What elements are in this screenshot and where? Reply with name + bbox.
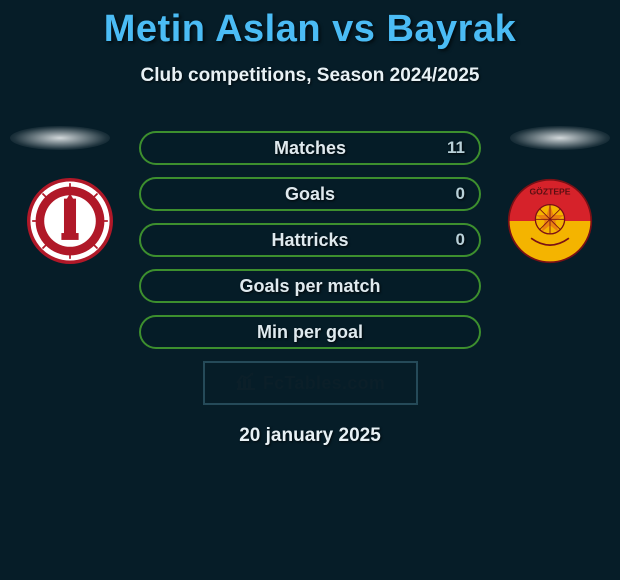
goztepe-crest: GÖZTEPE bbox=[507, 178, 593, 264]
date-label: 20 january 2025 bbox=[0, 425, 620, 447]
svg-text:GÖZTEPE: GÖZTEPE bbox=[529, 186, 570, 196]
stat-row-hattricks: Hattricks 0 bbox=[139, 223, 481, 257]
subtitle: Club competitions, Season 2024/2025 bbox=[0, 65, 620, 87]
stat-row-matches: Matches 11 bbox=[139, 131, 481, 165]
brand-box: FcTables.com bbox=[203, 361, 418, 405]
page-title: Metin Aslan vs Bayrak bbox=[0, 0, 620, 51]
antalyaspor-crest bbox=[27, 178, 113, 264]
stat-label: Min per goal bbox=[257, 322, 363, 343]
stat-label: Hattricks bbox=[271, 230, 348, 251]
stats-list: Matches 11 Goals 0 Hattricks 0 Goals per… bbox=[139, 131, 481, 349]
stat-label: Matches bbox=[274, 138, 346, 159]
stat-label: Goals bbox=[285, 184, 335, 205]
right-shadow-oval bbox=[510, 126, 610, 150]
stat-row-goals-per-match: Goals per match bbox=[139, 269, 481, 303]
stat-right-value: 11 bbox=[447, 138, 465, 158]
stat-label: Goals per match bbox=[239, 276, 380, 297]
stat-row-min-per-goal: Min per goal bbox=[139, 315, 481, 349]
stat-right-value: 0 bbox=[456, 230, 465, 250]
chart-icon bbox=[235, 371, 257, 396]
stat-row-goals: Goals 0 bbox=[139, 177, 481, 211]
left-shadow-oval bbox=[10, 126, 110, 150]
stat-right-value: 0 bbox=[456, 184, 465, 204]
brand-label: FcTables.com bbox=[263, 373, 385, 394]
